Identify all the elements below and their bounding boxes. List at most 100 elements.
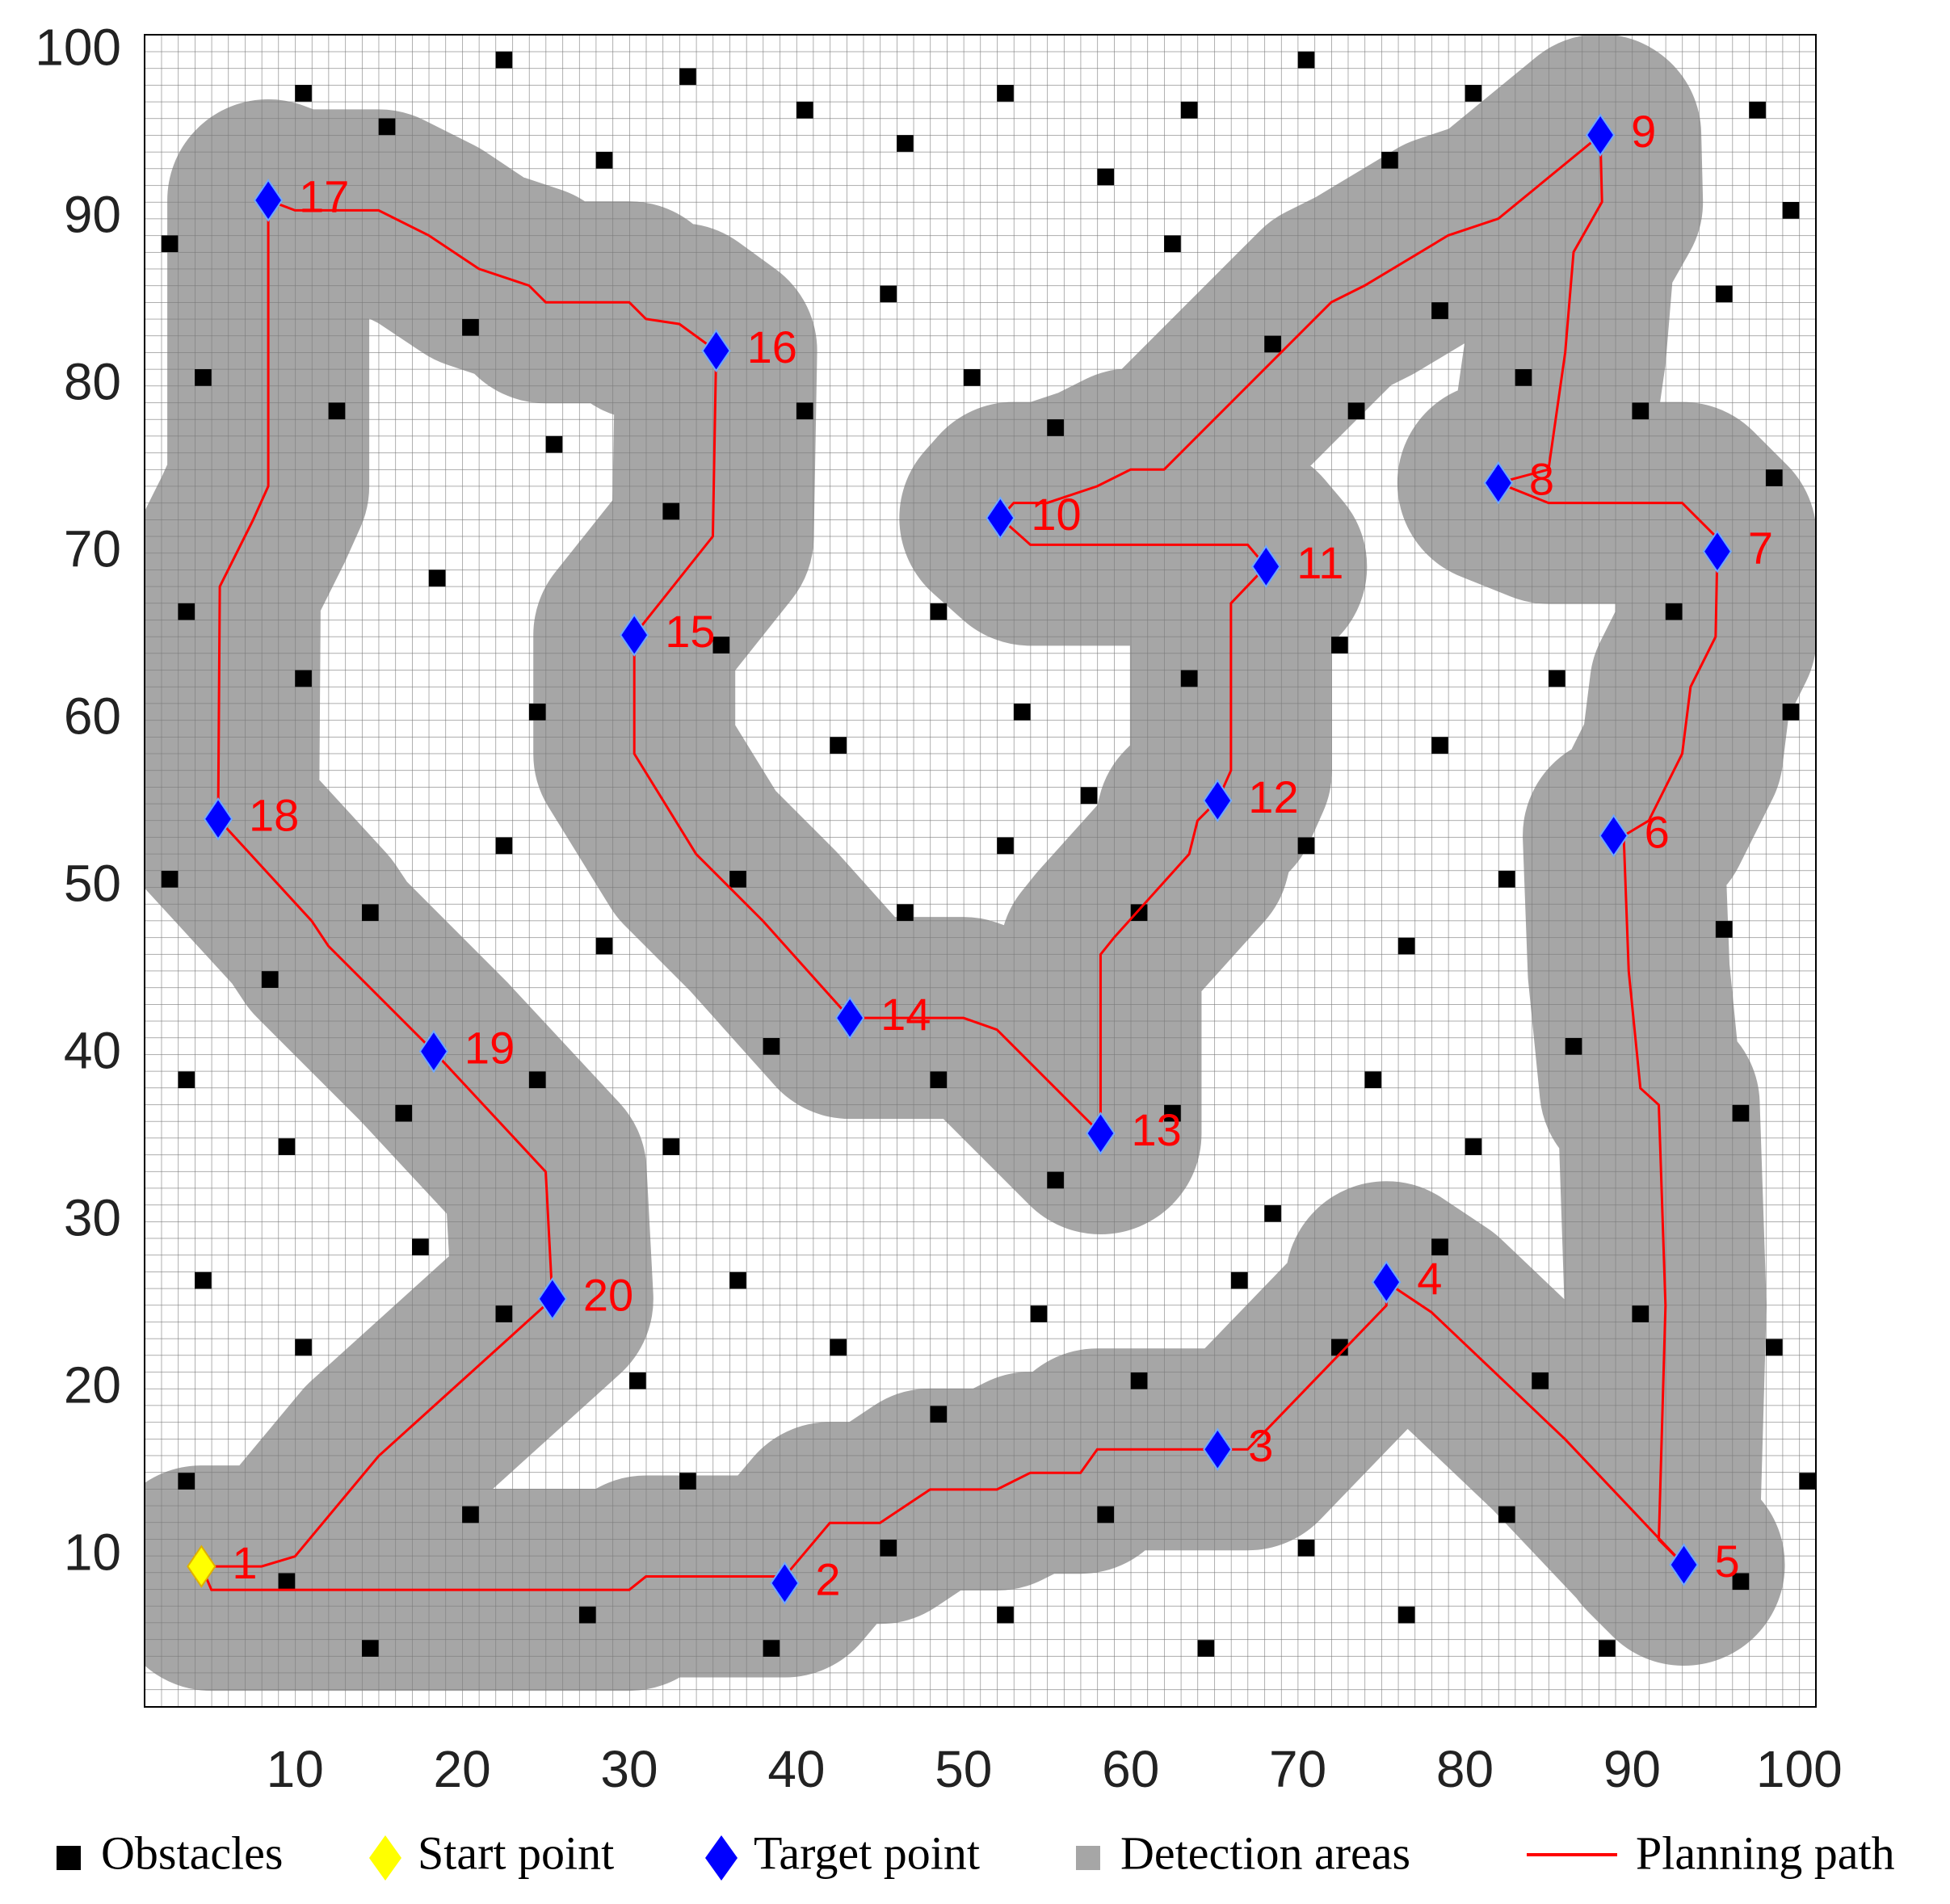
obstacle <box>1397 937 1415 955</box>
target-point <box>537 1277 568 1321</box>
obstacle <box>1715 285 1733 303</box>
point-label: 18 <box>249 790 299 841</box>
obstacle <box>830 737 847 754</box>
obstacle <box>1297 837 1315 855</box>
obstacle <box>662 1138 680 1155</box>
obstacle <box>729 871 746 888</box>
obstacle <box>930 603 948 620</box>
obstacle <box>1532 1372 1549 1389</box>
point-label: 4 <box>1417 1253 1442 1304</box>
obstacle <box>545 435 563 453</box>
point-label: 12 <box>1248 771 1298 822</box>
point-label: 10 <box>1031 489 1081 540</box>
obstacle <box>495 51 513 69</box>
y-tick-label: 80 <box>64 353 121 411</box>
obstacle <box>1765 469 1783 486</box>
obstacle <box>1782 704 1800 721</box>
obstacle <box>1765 1339 1783 1356</box>
obstacle <box>295 1339 312 1356</box>
x-tick-label: 10 <box>267 1740 324 1798</box>
obstacle <box>897 135 914 152</box>
obstacle <box>1515 369 1532 386</box>
obstacle <box>930 1071 948 1089</box>
obstacle <box>930 1406 948 1423</box>
obstacle <box>295 85 312 102</box>
x-tick-label: 60 <box>1102 1740 1159 1798</box>
obstacle <box>1347 402 1365 420</box>
obstacle <box>997 85 1014 102</box>
point-label: 20 <box>583 1270 633 1321</box>
obstacle <box>328 402 346 420</box>
obstacle <box>1799 1473 1816 1490</box>
obstacle <box>578 1606 596 1624</box>
point-label: 7 <box>1748 522 1773 573</box>
obstacle <box>1431 737 1448 754</box>
obstacle <box>1498 871 1515 888</box>
obstacle <box>763 1038 780 1055</box>
obstacle <box>1180 101 1198 119</box>
legend-swatch <box>1076 1846 1100 1870</box>
obstacle <box>1047 1171 1064 1189</box>
plot-area-mask <box>0 0 145 1904</box>
obstacle <box>997 1606 1014 1624</box>
point-label: 9 <box>1631 106 1656 157</box>
point-label: 16 <box>747 322 797 372</box>
obstacle <box>1330 1339 1348 1356</box>
target-point <box>1669 1543 1699 1587</box>
x-tick-label: 40 <box>767 1740 825 1798</box>
obstacle <box>195 369 212 386</box>
obstacle <box>1097 1506 1115 1524</box>
obstacle <box>1632 1305 1650 1322</box>
obstacle <box>1130 904 1148 922</box>
x-tick-label: 30 <box>600 1740 658 1798</box>
obstacle <box>1732 1104 1750 1122</box>
target-point <box>834 996 865 1040</box>
obstacle <box>763 1640 780 1657</box>
y-tick-label: 60 <box>64 687 121 746</box>
obstacle <box>161 871 179 888</box>
obstacle <box>1431 1238 1448 1256</box>
obstacle <box>880 1540 897 1557</box>
target-point <box>1599 813 1629 858</box>
obstacle <box>1097 168 1115 186</box>
obstacle <box>712 637 730 654</box>
obstacle <box>1782 202 1800 219</box>
cell-grid <box>145 35 1816 1707</box>
target-point <box>1483 460 1514 505</box>
y-tick-label: 90 <box>64 186 121 244</box>
target-point <box>1203 1427 1233 1471</box>
obstacle <box>495 1305 513 1322</box>
obstacle <box>1230 1271 1248 1289</box>
obstacle <box>462 1506 479 1524</box>
y-tick-label: 70 <box>64 520 121 578</box>
plot-border <box>144 34 1817 1708</box>
start-point <box>187 1545 216 1588</box>
target-point <box>1702 529 1733 574</box>
point-label: 1 <box>232 1537 257 1588</box>
obstacle <box>679 1473 696 1490</box>
y-tick-label: 10 <box>64 1524 121 1582</box>
legend-label: Obstacles <box>101 1826 284 1879</box>
point-label: 19 <box>464 1022 515 1073</box>
obstacle <box>378 118 396 136</box>
obstacle <box>1330 637 1348 654</box>
point-label: 5 <box>1715 1536 1740 1587</box>
x-tick-label: 100 <box>1756 1740 1843 1798</box>
obstacle <box>295 670 312 687</box>
obstacle <box>278 1138 296 1155</box>
obstacle <box>1130 1372 1148 1389</box>
obstacle <box>1465 85 1482 102</box>
obstacle <box>495 837 513 855</box>
obstacle <box>1197 1640 1215 1657</box>
obstacle <box>729 1271 746 1289</box>
plot-area-mask <box>1816 0 1950 1904</box>
obstacle <box>796 402 813 420</box>
obstacle <box>662 502 680 520</box>
y-tick-label: 40 <box>64 1022 121 1080</box>
target-point <box>418 1029 449 1074</box>
point-label: 11 <box>1296 537 1343 588</box>
legend: Obstacles Start point Target point Detectio… <box>57 1826 1895 1881</box>
target-point <box>203 797 233 841</box>
obstacle <box>195 1271 212 1289</box>
obstacle <box>462 318 479 336</box>
